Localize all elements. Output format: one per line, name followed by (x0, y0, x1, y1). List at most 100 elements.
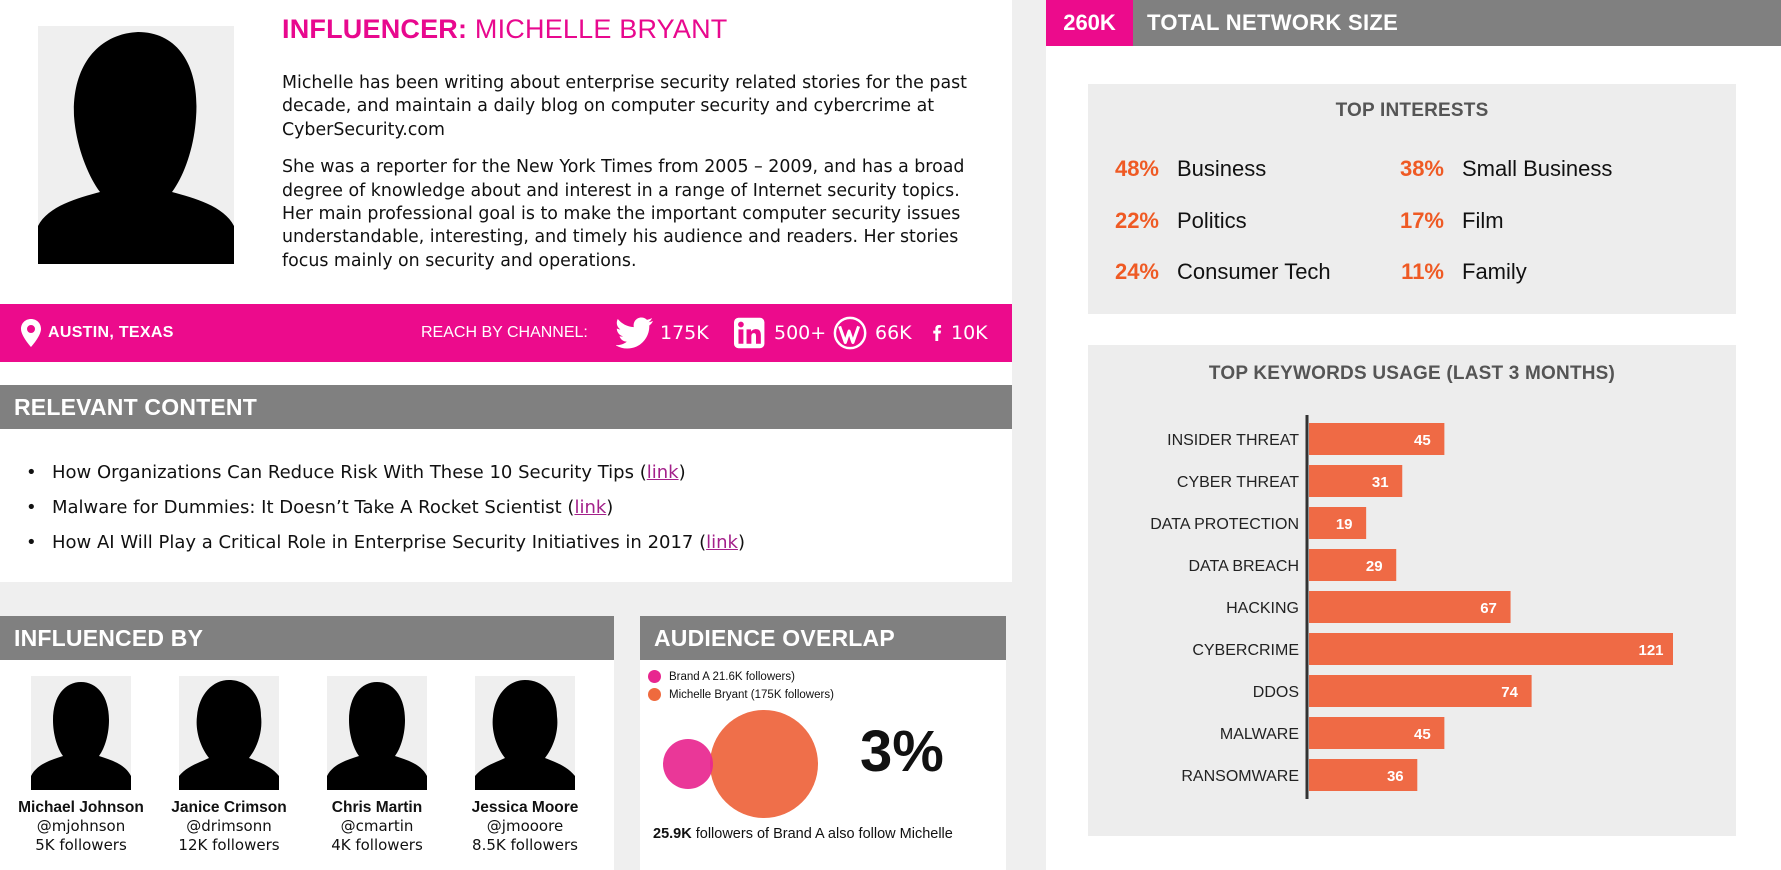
bar-value-label: 67 (1480, 600, 1497, 617)
interest-percent: 48% (1114, 156, 1159, 181)
category-label: DATA BREACH (1188, 558, 1299, 575)
interest-item: 22% Politics (1088, 208, 1247, 234)
content-title: How Organizations Can Reduce Risk With T… (52, 462, 647, 483)
keyword-bar (1309, 759, 1418, 791)
twitter-reach-value: 175K (660, 322, 709, 344)
list-item: How AI Will Play a Critical Role in Ente… (26, 525, 745, 560)
linkedin-reach-value: 500+ (774, 322, 827, 344)
network-size-label: TOTAL NETWORK SIZE (1147, 10, 1399, 35)
legend-entry-brand: Brand A 21.6K followers) (648, 670, 795, 683)
person-followers: 12K followers (178, 836, 280, 854)
silhouette-icon (31, 682, 131, 790)
channel-wordpress[interactable]: 66K (833, 316, 912, 350)
silhouette-icon (38, 32, 234, 264)
keyword-bar (1309, 465, 1403, 497)
channel-linkedin[interactable]: 500+ (734, 316, 826, 350)
person-handle: @cmartin (340, 817, 414, 835)
bar-value-label: 45 (1414, 432, 1431, 449)
category-label: HACKING (1226, 600, 1299, 617)
top-interests-panel: TOP INTERESTS 48% Business 38% Small Bus… (1088, 84, 1736, 314)
content-paren: ) (678, 462, 686, 483)
interest-item: 24% Consumer Tech (1088, 259, 1331, 285)
keyword-bar (1309, 507, 1367, 539)
column-gap (614, 616, 640, 870)
keyword-bar (1309, 675, 1532, 707)
avatar (31, 676, 131, 790)
keyword-bar (1309, 423, 1445, 455)
location-pin-icon (21, 319, 41, 347)
interest-item: 11% Family (1373, 259, 1527, 285)
network-size-bar: 260K TOTAL NETWORK SIZE (1046, 0, 1781, 46)
interest-name: Consumer Tech (1177, 259, 1331, 284)
profile-avatar (38, 26, 234, 264)
content-link[interactable]: link (706, 532, 738, 553)
person-name: Chris Martin (331, 799, 423, 816)
content-paren: ) (737, 532, 745, 553)
bar-value-label: 29 (1366, 558, 1383, 575)
interest-name: Film (1462, 208, 1504, 233)
influencer-bio: Michelle has been writing about enterpri… (282, 72, 982, 273)
channel-facebook[interactable]: 10K (933, 316, 988, 350)
content-link[interactable]: link (646, 462, 679, 483)
overlap-percent: 3% (860, 719, 944, 784)
person-handle: @mjohnson (36, 817, 126, 835)
audience-overlap-header: AUDIENCE OVERLAP (640, 616, 1006, 660)
keyword-bar (1309, 591, 1511, 623)
bar-value-label: 74 (1501, 684, 1518, 701)
legend-label: Michelle Bryant (175K followers) (669, 688, 834, 701)
person-followers: 5K followers (35, 836, 127, 854)
avatar (475, 676, 575, 790)
bar-value-label: 31 (1372, 474, 1389, 491)
interest-percent: 11% (1401, 259, 1444, 284)
section-divider-band (0, 582, 1012, 616)
network-size-value: 260K (1046, 0, 1133, 46)
right-column: 260K TOTAL NETWORK SIZE TOP INTERESTS 48… (1046, 0, 1781, 870)
keyword-bar (1309, 717, 1445, 749)
category-label: MALWARE (1220, 726, 1299, 743)
keyword-bar (1309, 633, 1673, 665)
person-name: Jessica Moore (471, 799, 579, 816)
influencer-card[interactable]: Janice Crimson @drimsonn 12K followers (159, 676, 299, 855)
influencer-card[interactable]: Michael Johnson @mjohnson 5K followers (11, 676, 151, 855)
influencer-card[interactable]: Chris Martin @cmartin 4K followers (307, 676, 447, 855)
overlap-caption-text: followers of Brand A also follow Michell… (691, 826, 953, 842)
linkedin-icon (734, 317, 765, 349)
content-paren: ) (606, 497, 614, 518)
influencer-audience-circle (710, 710, 818, 818)
bio-paragraph-2: She was a reporter for the New York Time… (282, 157, 965, 271)
location-reach-bar: AUSTIN, TEXAS REACH BY CHANNEL: 175K 500… (0, 304, 1012, 362)
bar-value-label: 36 (1387, 768, 1404, 785)
interest-item: 38% Small Business (1373, 156, 1612, 182)
category-label: RANSOMWARE (1181, 768, 1299, 785)
interest-percent: 17% (1399, 208, 1444, 233)
interest-percent: 22% (1114, 208, 1159, 233)
person-followers: 4K followers (331, 836, 423, 854)
person-handle: @jmooore (486, 817, 564, 835)
person-handle: @drimsonn (186, 817, 272, 835)
influencer-card[interactable]: Jessica Moore @jmooore 8.5K followers (455, 676, 595, 855)
interest-item: 17% Film (1373, 208, 1504, 234)
interest-name: Politics (1177, 208, 1247, 233)
category-label: INSIDER THREAT (1167, 432, 1299, 449)
bar-value-label: 121 (1638, 642, 1663, 659)
keyword-bar (1309, 549, 1397, 581)
twitter-icon (616, 317, 653, 349)
column-gutter (1012, 0, 1046, 870)
legend-dot-icon (648, 670, 661, 683)
facebook-icon (933, 325, 942, 342)
channel-twitter[interactable]: 175K (616, 316, 709, 350)
brand-audience-circle (663, 739, 713, 789)
content-title: How AI Will Play a Critical Role in Ente… (52, 532, 707, 553)
column-edge (1006, 616, 1012, 870)
influencer-title: INFLUENCER: MICHELLE BRYANT (282, 14, 727, 45)
content-link[interactable]: link (574, 497, 607, 518)
wordpress-reach-value: 66K (875, 322, 912, 344)
interest-name: Family (1462, 259, 1527, 284)
avatar (179, 676, 279, 790)
overlap-caption: 25.9K followers of Brand A also follow M… (653, 826, 953, 842)
category-label: DATA PROTECTION (1150, 516, 1299, 533)
person-name: Janice Crimson (171, 799, 287, 816)
reach-label: REACH BY CHANNEL: (421, 324, 588, 341)
category-label: DDOS (1253, 684, 1299, 701)
